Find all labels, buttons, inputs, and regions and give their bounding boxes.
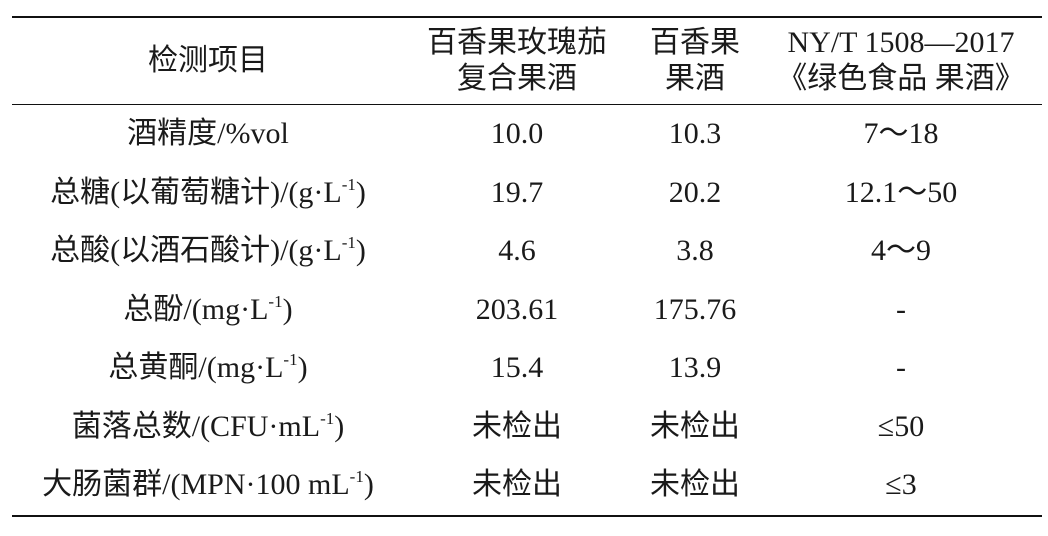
cell-standard-value: 12.1～50 [844, 175, 958, 209]
item-text-suffix: ) [282, 292, 293, 326]
cell-standard-value: ≤3 [885, 468, 917, 502]
cell-standard-value: - [896, 292, 906, 326]
cell-passion-value: 175.76 [653, 292, 737, 326]
header-compound-wine-line-2: 复合果酒 [457, 62, 577, 95]
table-body: 酒精度/%vol 10.0 10.3 7～18 总糖(以葡萄糖计)/(g·L-1… [12, 105, 1042, 516]
cell-passion-value: 10.3 [668, 117, 722, 151]
cell-compound-value: 203.61 [475, 292, 559, 326]
item-superscript: -1 [268, 291, 283, 311]
cell-passion-value: 13.9 [668, 351, 722, 385]
cell-item: 总糖(以葡萄糖计)/(g·L-1) [12, 164, 404, 223]
header-row: 检测项目 百香果玫瑰茄 复合果酒 百香果 果酒 NY/T 1508—2017 《… [12, 17, 1042, 105]
item-text-suffix: ) [363, 468, 374, 502]
cell-standard-value: ≤50 [877, 409, 925, 443]
item-text: 总黄酮/(mg·L [108, 351, 284, 385]
cell-compound-value: 未检出 [472, 409, 562, 443]
item-text: 总酸(以酒石酸计)/(g·L [50, 234, 342, 268]
cell-item: 酒精度/%vol [12, 105, 404, 164]
header-passion-fruit-wine: 百香果 果酒 [630, 17, 760, 105]
item-superscript: -1 [349, 467, 364, 487]
cell-standard-value: - [896, 351, 906, 385]
header-standard: NY/T 1508—2017 《绿色食品 果酒》 [760, 17, 1042, 105]
header-standard-line-2: 《绿色食品 果酒》 [777, 62, 1025, 95]
header-passion-fruit-wine-line-2: 果酒 [665, 62, 725, 95]
item-superscript: -1 [283, 350, 298, 370]
table-row: 总酸(以酒石酸计)/(g·L-1) 4.6 3.8 4～9 [12, 222, 1042, 281]
cell-passion-value: 20.2 [668, 175, 722, 209]
item-text: 总酚/(mg·L [123, 292, 269, 326]
cell-compound-value: 10.0 [490, 117, 544, 151]
header-compound-wine: 百香果玫瑰茄 复合果酒 [404, 17, 630, 105]
cell-compound-value: 未检出 [472, 468, 562, 502]
header-compound-wine-line-1: 百香果玫瑰茄 [427, 26, 607, 59]
table-row: 酒精度/%vol 10.0 10.3 7～18 [12, 105, 1042, 164]
item-text: 大肠菌群/(MPN·100 mL [42, 468, 350, 502]
table-row: 总酚/(mg·L-1) 203.61 175.76 - [12, 281, 1042, 340]
quality-comparison-table: 检测项目 百香果玫瑰茄 复合果酒 百香果 果酒 NY/T 1508—2017 《… [12, 16, 1042, 517]
cell-standard-value: 7～18 [863, 117, 939, 151]
table-header: 检测项目 百香果玫瑰茄 复合果酒 百香果 果酒 NY/T 1508—2017 《… [12, 17, 1042, 105]
cell-item: 总酸(以酒石酸计)/(g·L-1) [12, 222, 404, 281]
cell-item: 菌落总数/(CFU·mL-1) [12, 398, 404, 457]
table-row: 总黄酮/(mg·L-1) 15.4 13.9 - [12, 339, 1042, 398]
cell-standard-value: 4～9 [871, 234, 931, 268]
item-text: 菌落总数/(CFU·mL [71, 409, 321, 443]
header-item-line: 检测项目 [148, 44, 268, 77]
cell-item: 总酚/(mg·L-1) [12, 281, 404, 340]
cell-passion-value: 未检出 [650, 409, 740, 443]
item-superscript: -1 [341, 174, 356, 194]
header-passion-fruit-wine-line-1: 百香果 [650, 26, 740, 59]
cell-compound-value: 15.4 [490, 351, 544, 385]
item-text: 总糖(以葡萄糖计)/(g·L [50, 175, 342, 209]
item-text-suffix: ) [334, 409, 345, 443]
cell-passion-value: 未检出 [650, 468, 740, 502]
item-superscript: -1 [320, 408, 335, 428]
header-standard-line-1: NY/T 1508—2017 [787, 26, 1015, 59]
item-text-suffix: ) [297, 351, 308, 385]
header-item: 检测项目 [12, 17, 404, 105]
table-row: 菌落总数/(CFU·mL-1) 未检出 未检出 ≤50 [12, 398, 1042, 457]
item-superscript: -1 [341, 233, 356, 253]
cell-item: 总黄酮/(mg·L-1) [12, 339, 404, 398]
cell-passion-value: 3.8 [676, 234, 714, 268]
cell-compound-value: 4.6 [498, 234, 536, 268]
cell-item: 大肠菌群/(MPN·100 mL-1) [12, 456, 404, 516]
item-text-suffix: ) [355, 175, 366, 209]
table-row: 总糖(以葡萄糖计)/(g·L-1) 19.7 20.2 12.1～50 [12, 164, 1042, 223]
table-row: 大肠菌群/(MPN·100 mL-1) 未检出 未检出 ≤3 [12, 456, 1042, 516]
cell-compound-value: 19.7 [490, 175, 544, 209]
item-text: 酒精度/%vol [127, 117, 289, 151]
item-text-suffix: ) [355, 234, 366, 268]
